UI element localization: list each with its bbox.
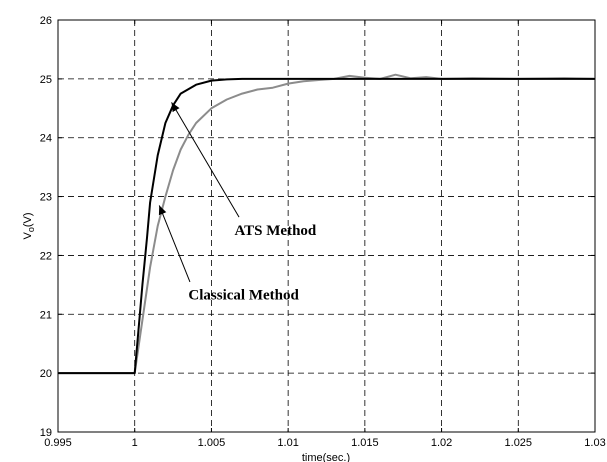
x-tick-label: 1.015 [351, 437, 379, 449]
y-tick-label: 19 [40, 427, 52, 439]
x-axis-title: time(sec.) [302, 452, 350, 462]
annotation-arrow [171, 102, 240, 218]
y-axis-title-main: V [22, 232, 34, 240]
x-tick-label: 1.025 [505, 437, 533, 449]
x-tick-label: 1.03 [584, 437, 605, 449]
annotation-arrow [158, 205, 191, 283]
y-axis-title: Vo(V) [22, 212, 36, 239]
plot-area [57, 19, 596, 433]
x-tick-label: 1.005 [198, 437, 226, 449]
annotations: ATS Method Classical Method [158, 102, 317, 304]
x-tick-label: 1.01 [277, 437, 298, 449]
series-line [58, 77, 595, 375]
y-tick-label: 24 [40, 133, 52, 145]
axis-ticks: 0.995 1 1.005 1.01 1.015 1.02 1.025 1.03 19 20 21 2… [40, 15, 606, 449]
y-axis-title-sub: o [26, 227, 36, 232]
y-tick-label: 25 [40, 74, 52, 86]
y-axis-title-unit: (V) [22, 212, 34, 227]
series-line [58, 73, 596, 375]
annotation-label: ATS Method [234, 223, 316, 239]
y-tick-label: 23 [40, 192, 52, 204]
x-tick-label: 0.995 [44, 437, 72, 449]
annotation-label: Classical Method [188, 288, 299, 304]
y-tick-label: 22 [40, 250, 52, 262]
series-lines [58, 73, 596, 375]
x-tick-label: 1.02 [431, 437, 452, 449]
y-tick-label: 26 [40, 15, 52, 27]
x-tick-label: 1 [132, 437, 138, 449]
y-tick-label: 21 [40, 309, 52, 321]
y-tick-label: 20 [40, 368, 52, 380]
